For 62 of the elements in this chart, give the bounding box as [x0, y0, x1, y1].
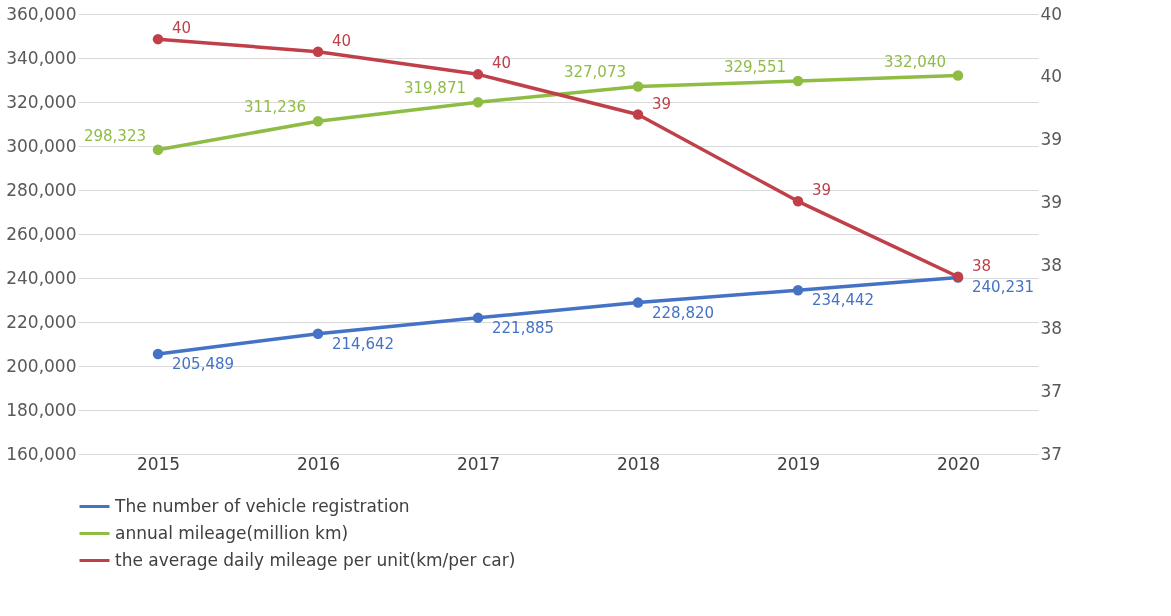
point [792, 284, 804, 296]
y2-tick-label: 40 [1040, 66, 1063, 87]
point [952, 70, 964, 81]
data-label: 205,489 [172, 354, 235, 373]
point [152, 144, 164, 155]
point [152, 348, 164, 360]
x-tick-label: 2020 [936, 453, 981, 474]
y-tick-label: 240,000 [6, 267, 77, 288]
data-label: 298,323 [83, 126, 146, 145]
point [632, 297, 644, 308]
data-label: 214,642 [332, 334, 395, 353]
point [792, 196, 804, 207]
x-tick-label: 2016 [296, 453, 341, 474]
data-label: 332,040 [883, 52, 946, 71]
y2-tick-label: 38 [1040, 317, 1063, 338]
data-label: 221,885 [492, 318, 555, 337]
point [312, 46, 324, 57]
y-tick-label: 260,000 [6, 223, 77, 244]
y-tick-label: 220,000 [6, 311, 77, 332]
data-label: 228,820 [652, 303, 715, 322]
legend-label: annual mileage(million km) [115, 522, 349, 543]
y-tick-label: 320,000 [6, 91, 77, 112]
y-tick-label: 280,000 [6, 179, 77, 200]
point [632, 81, 644, 92]
data-label: 39 [812, 181, 832, 200]
data-label: 319,871 [403, 79, 466, 98]
y-tick-label: 160,000 [6, 443, 77, 464]
x-tick-label: 2019 [776, 453, 821, 474]
legend-label: The number of vehicle registration [114, 495, 410, 516]
data-label: 329,551 [723, 57, 786, 76]
data-label: 327,073 [563, 63, 626, 82]
y2-tick-label: 40 [1040, 3, 1063, 24]
y-tick-label: 200,000 [6, 355, 77, 376]
data-label: 38 [972, 256, 992, 275]
data-label: 40 [492, 54, 512, 73]
y-tick-label: 300,000 [6, 135, 77, 156]
x-tick-label: 2018 [616, 453, 661, 474]
y2-tick-label: 37 [1040, 443, 1063, 464]
data-label: 40 [332, 31, 352, 50]
point [792, 75, 804, 87]
y2-tick-label: 39 [1040, 192, 1063, 213]
point [632, 109, 644, 120]
data-label: 234,442 [812, 291, 875, 310]
x-tick-label: 2015 [136, 453, 181, 474]
x-tick-label: 2017 [456, 453, 501, 474]
data-label: 240,231 [972, 278, 1035, 297]
y2-tick-label: 39 [1040, 129, 1063, 150]
point [472, 69, 484, 80]
y-tick-label: 360,000 [6, 3, 77, 24]
y-tick-label: 340,000 [6, 47, 77, 68]
legend-label: the average daily mileage per unit(km/per car) [115, 549, 516, 570]
point [312, 116, 324, 127]
data-label: 40 [172, 19, 192, 38]
y2-tick-label: 38 [1040, 254, 1063, 275]
point [312, 328, 324, 340]
point [472, 312, 484, 324]
point [152, 33, 164, 45]
data-label: 311,236 [243, 98, 306, 117]
data-label: 39 [652, 94, 672, 113]
y-tick-label: 180,000 [6, 399, 77, 420]
point [472, 97, 484, 108]
y2-tick-label: 37 [1040, 380, 1063, 401]
